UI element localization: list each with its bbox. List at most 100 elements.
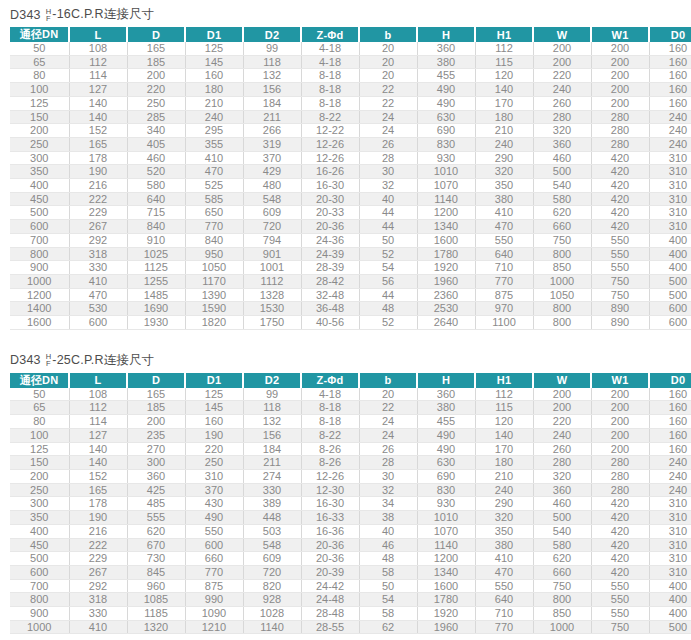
table-cell: 380: [417, 55, 475, 69]
table-cell: 40-56: [301, 316, 359, 330]
table-cell: 20: [359, 388, 417, 401]
table-cell: 310: [649, 165, 691, 179]
table-cell: 28-42: [301, 274, 359, 288]
column-header: D1: [185, 373, 243, 388]
table-cell: 125: [10, 442, 69, 456]
table-cell: 420: [591, 179, 649, 193]
column-header: b: [359, 27, 417, 42]
table-cell: 320: [533, 124, 591, 138]
table-cell: 770: [185, 220, 243, 234]
table-cell: 165: [127, 42, 185, 55]
table-cell: 46: [359, 538, 417, 552]
table-cell: 1028: [243, 607, 301, 621]
table-cell: 370: [243, 151, 301, 165]
table-cell: 450: [10, 192, 69, 206]
table-cell: 310: [649, 511, 691, 525]
table-cell: 24-36: [301, 233, 359, 247]
table-cell: 62: [359, 620, 417, 634]
table-cell: 125: [185, 388, 243, 401]
table-cell: 20-39: [301, 565, 359, 579]
table-cell: 280: [591, 137, 649, 151]
table-cell: 750: [591, 620, 649, 634]
table-row: 140053016901590153036-484825309708008906…: [10, 302, 691, 316]
column-header: W1: [591, 373, 649, 388]
table-cell: 1530: [243, 302, 301, 316]
table-row: 120047014851390132832-484423608751050750…: [10, 288, 691, 302]
table-cell: 1750: [243, 316, 301, 330]
table-cell: 1320: [127, 620, 185, 634]
table-cell: 1010: [417, 165, 475, 179]
table-cell: 270: [127, 442, 185, 456]
table-row: 100041013201210114028-556219607701000750…: [10, 620, 691, 634]
table-cell: 900: [10, 261, 69, 275]
table-cell: 211: [243, 456, 301, 470]
table-cell: 290: [475, 151, 533, 165]
table-cell: 127: [69, 83, 127, 97]
table-cell: 600: [10, 220, 69, 234]
table-cell: 1600: [417, 233, 475, 247]
table-row: 160060019301820175040-565226401100800890…: [10, 316, 691, 330]
table-cell: 40: [359, 192, 417, 206]
table-cell: 320: [475, 165, 533, 179]
table-cell: 58: [359, 607, 417, 621]
table-cell: 267: [69, 565, 127, 579]
table-cell: 222: [69, 538, 127, 552]
table-cell: 292: [69, 579, 127, 593]
table-cell: 548: [243, 538, 301, 552]
table-cell: 170: [475, 96, 533, 110]
table-cell: 40: [359, 524, 417, 538]
table-cell: 1090: [185, 607, 243, 621]
table-row: 30017846041037012-2628930290460420310: [10, 151, 691, 165]
table-cell: 830: [417, 483, 475, 497]
table-cell: 360: [533, 483, 591, 497]
table-cell: 240: [475, 137, 533, 151]
table-row: 20015234029526612-2224690210320280240: [10, 124, 691, 138]
table-cell: 400: [649, 261, 691, 275]
table-cell: 800: [533, 302, 591, 316]
table-cell: 140: [475, 83, 533, 97]
table-cell: 160: [649, 96, 691, 110]
table-cell: 26: [359, 442, 417, 456]
table-cell: 770: [475, 274, 533, 288]
table-cell: 160: [185, 69, 243, 83]
table-cell: 56: [359, 274, 417, 288]
table-row: 40021662055050316-36401070350540420310: [10, 524, 691, 538]
table-cell: 114: [69, 415, 127, 429]
table-cell: 160: [649, 401, 691, 415]
column-header-row: 通径DNLDD1D2Z-ΦdbHH1WW1D0: [10, 373, 691, 388]
table-cell: 555: [127, 511, 185, 525]
table-cell: 20-36: [301, 538, 359, 552]
table-cell: 900: [10, 607, 69, 621]
table-row: 651121851451188-1822380115200200160: [10, 401, 691, 415]
table-cell: 267: [69, 220, 127, 234]
table-cell: 400: [649, 607, 691, 621]
table-cell: 20-30: [301, 192, 359, 206]
title-fraction-hf: H F: [46, 353, 52, 367]
table-row: 50022973066060920-36481200410620420310: [10, 552, 691, 566]
table-cell: 1025: [127, 247, 185, 261]
table-cell: 500: [10, 552, 69, 566]
table-cell: 185: [127, 401, 185, 415]
table-cell: 2360: [417, 288, 475, 302]
table-cell: 420: [591, 511, 649, 525]
table-cell: 800: [10, 593, 69, 607]
table-cell: 132: [243, 69, 301, 83]
table-cell: 48: [359, 552, 417, 566]
table-cell: 548: [243, 192, 301, 206]
table-cell: 160: [185, 415, 243, 429]
table-cell: 127: [69, 428, 127, 442]
table-row: 100041012551170111228-425619607701000750…: [10, 274, 691, 288]
table-cell: 310: [649, 538, 691, 552]
table-cell: 26: [359, 137, 417, 151]
table-cell: 190: [69, 165, 127, 179]
table-cell: 770: [475, 620, 533, 634]
table-cell: 280: [591, 124, 649, 138]
table-cell: 200: [533, 388, 591, 401]
table-cell: 160: [649, 83, 691, 97]
table-cell: 1140: [417, 538, 475, 552]
table-cell: 1140: [243, 620, 301, 634]
table-cell: 530: [69, 302, 127, 316]
table-cell: 32: [359, 483, 417, 497]
table-cell: 490: [417, 83, 475, 97]
spec-table-wrap-pn16: 通径DNLDD1D2Z-ΦdbHH1WW1D050108165125994-18…: [10, 27, 691, 330]
